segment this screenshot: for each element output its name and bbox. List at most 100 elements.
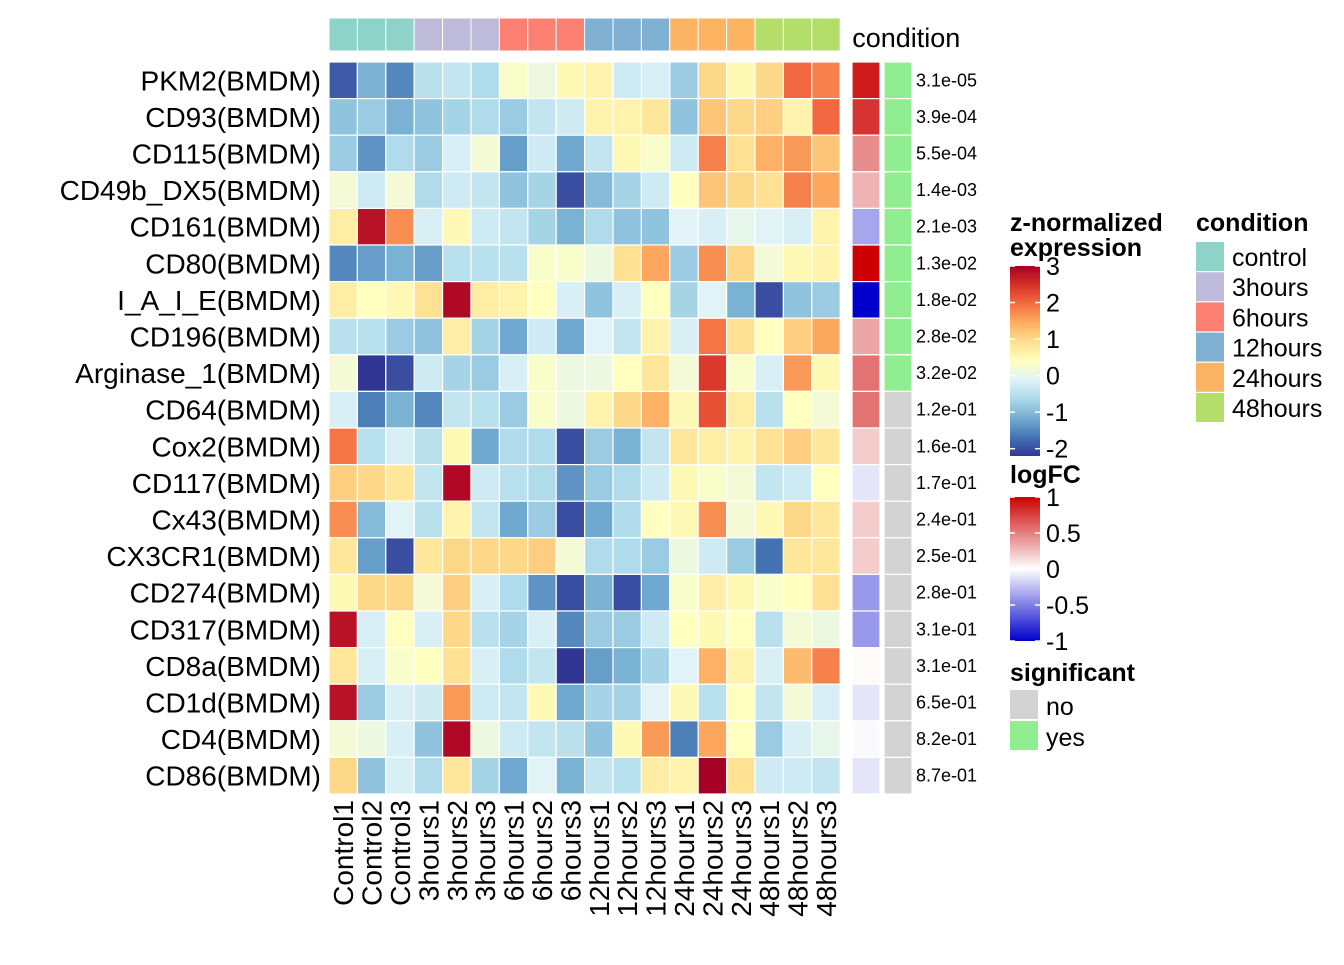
logfc-cell [851, 683, 881, 722]
condition-annotation-cell [555, 17, 586, 52]
heatmap-cell [470, 97, 500, 136]
condition-annotation-cell [669, 17, 699, 52]
significant-column [883, 61, 913, 795]
heatmap-cell [527, 464, 557, 502]
logfc-cell [851, 427, 881, 466]
heatmap-cell [555, 537, 586, 575]
heatmap-cell [328, 464, 358, 502]
heatmap-cell [442, 61, 472, 100]
heatmap-cell [555, 756, 586, 795]
heatmap-cell [754, 683, 784, 722]
heatmap-cell [527, 207, 557, 246]
logfc-cell [851, 573, 881, 612]
heatmap-cell [640, 610, 671, 649]
heatmap-cell [782, 537, 813, 575]
heatmap-cell [385, 646, 415, 685]
heatmap-cell [385, 720, 415, 758]
logfc-cell [851, 281, 881, 319]
heatmap-cell [470, 683, 500, 722]
heatmap-cell [470, 317, 500, 356]
column-label: 3hours2 [442, 800, 473, 901]
heatmap-cell [583, 427, 614, 466]
heatmap-cell [640, 720, 671, 758]
heatmap-cell [612, 537, 642, 575]
heatmap-cell [640, 500, 671, 539]
heatmap-cell [669, 720, 699, 758]
significant-cell [883, 683, 913, 722]
heatmap-cell [328, 683, 358, 722]
heatmap-cell [470, 427, 500, 466]
heatmap-cell [725, 537, 756, 575]
significant-cell [883, 500, 913, 539]
heatmap-cell [413, 427, 444, 466]
heatmap-cell [385, 500, 415, 539]
logfc-cell [851, 756, 881, 795]
row-labels: PKM2(BMDM) CD93(BMDM) CD115(BMDM) CD49b_DX5… [60, 65, 321, 791]
heatmap-cell [442, 756, 472, 795]
column-label: 3hours1 [413, 800, 444, 901]
heatmap-cell [612, 464, 642, 502]
heatmap-cell [754, 610, 784, 649]
condition-annotation-cell [356, 17, 387, 52]
heatmap-cell [413, 756, 444, 795]
heatmap-cell [328, 500, 358, 539]
heatmap-cell [328, 354, 358, 392]
heatmap-cell [328, 97, 358, 136]
condition-annotation-cell [527, 17, 557, 52]
heatmap-cell [640, 537, 671, 575]
heatmap-cell [725, 134, 756, 173]
legend-condition-label: 12hours [1232, 335, 1322, 363]
significant-cell [883, 281, 913, 319]
heatmap-cell [669, 207, 699, 246]
heatmap-cell [356, 317, 387, 356]
heatmap-cell [669, 427, 699, 466]
heatmap-cell [328, 537, 358, 575]
condition-annotation-bar [328, 17, 841, 52]
heatmap-cell [583, 537, 614, 575]
heatmap-cell [498, 756, 529, 795]
heatmap-cell [328, 244, 358, 283]
heatmap-cell [612, 354, 642, 392]
column-label: 48hours3 [811, 800, 842, 917]
heatmap-cell [811, 317, 841, 356]
heatmap-cell [555, 646, 586, 685]
heatmap-cell [612, 683, 642, 722]
heatmap-cell [442, 537, 472, 575]
heatmap-cell [413, 97, 444, 136]
heatmap-cell [356, 171, 387, 210]
column-label: 24hours1 [669, 800, 700, 917]
heatmap-cell [612, 610, 642, 649]
heatmap-cell [811, 683, 841, 722]
heatmap-cell [811, 720, 841, 758]
heatmap-cell [782, 646, 813, 685]
significant-cell [883, 464, 913, 502]
significant-cell [883, 171, 913, 210]
heatmap-cell [782, 464, 813, 502]
pvalue-label: 3.2e-02 [916, 363, 977, 383]
row-label: CD274(BMDM) [130, 578, 321, 609]
heatmap-cell [555, 610, 586, 649]
heatmap-cell [583, 683, 614, 722]
heatmap-cell [527, 61, 557, 100]
heatmap-cell [697, 573, 728, 612]
heatmap-cell [754, 61, 784, 100]
heatmap-cell [470, 610, 500, 649]
heatmap-cell [754, 720, 784, 758]
heatmap-cell [527, 720, 557, 758]
heatmap-cell [470, 500, 500, 539]
heatmap-cell [811, 61, 841, 100]
heatmap-cell [442, 610, 472, 649]
significant-cell [883, 61, 913, 100]
legend-logfc-tick-label: 0.5 [1046, 520, 1081, 548]
heatmap-cell [640, 97, 671, 136]
heatmap-cell [669, 244, 699, 283]
column-label: 6hours1 [499, 800, 530, 901]
heatmap-cell [413, 573, 444, 612]
pvalue-label: 8.7e-01 [916, 766, 977, 786]
heatmap-cell [442, 207, 472, 246]
heatmap-cell [782, 281, 813, 319]
legend-logfc-tick-label: -0.5 [1046, 592, 1089, 620]
heatmap-cell [527, 97, 557, 136]
heatmap-cell [442, 134, 472, 173]
